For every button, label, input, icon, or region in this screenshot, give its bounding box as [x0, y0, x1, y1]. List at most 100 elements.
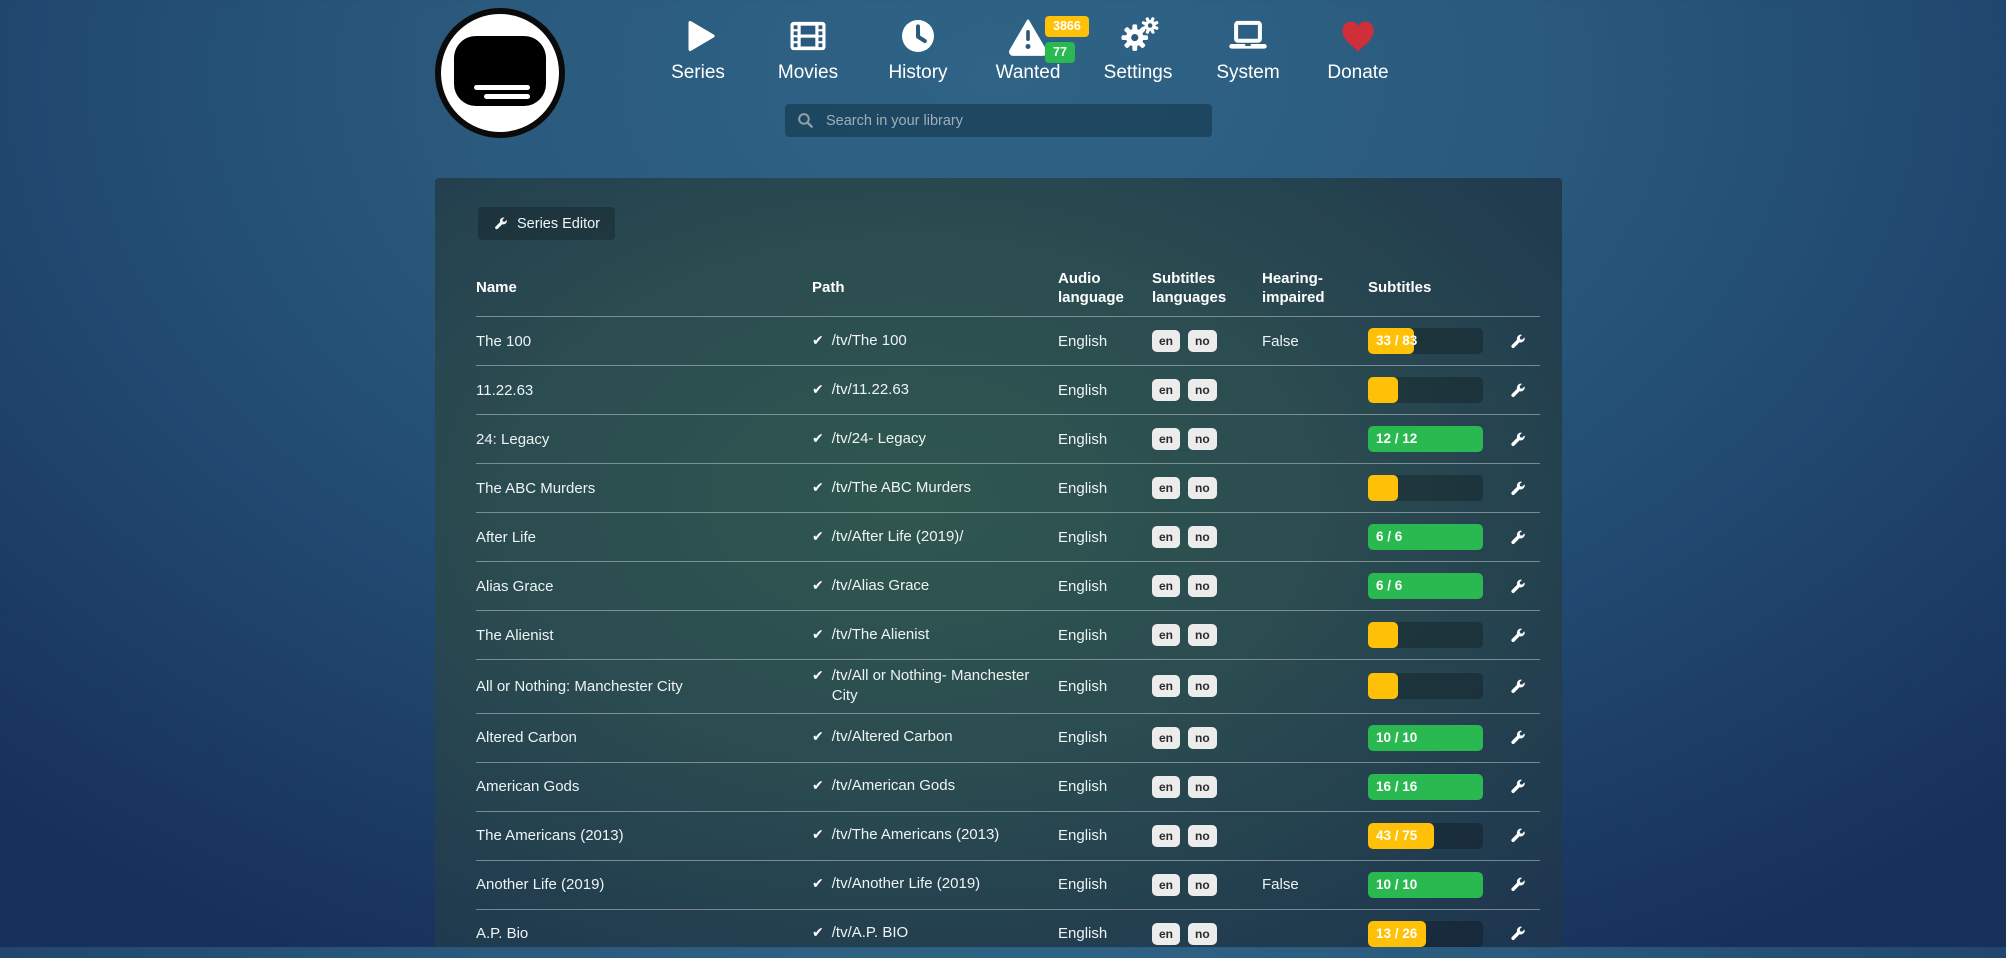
nav-system[interactable]: System: [1193, 12, 1303, 84]
header-audio-language: Audio language: [1058, 269, 1124, 307]
check-icon: ✔: [812, 875, 824, 892]
path-text: /tv/All or Nothing- Manchester City: [831, 667, 1030, 705]
table-row: A.P. Bio ✔ /tv/A.P. BIO English en no 13 …: [476, 908, 1540, 958]
heart-icon: [1338, 12, 1378, 60]
check-icon: ✔: [812, 331, 824, 348]
series-name[interactable]: After Life: [476, 528, 537, 546]
wrench-icon[interactable]: [1509, 876, 1526, 893]
subtitles-progress-fill: [1368, 328, 1414, 354]
tv-screen-icon: [454, 36, 546, 106]
subtitles-progress-bar: 16 / 16: [1368, 773, 1483, 800]
check-icon: ✔: [812, 429, 824, 446]
app-logo[interactable]: [435, 8, 565, 138]
subtitles-languages: en no: [1152, 922, 1262, 945]
subtitles-progress-fill: [1368, 622, 1398, 648]
language-badge: no: [1188, 624, 1217, 646]
subtitles-progress-bar: 6 / 6: [1368, 524, 1483, 550]
series-path: ✔ /tv/A.P. BIO: [812, 917, 1058, 949]
series-name[interactable]: Another Life (2019): [476, 876, 605, 893]
subtitles-progress-bar: [1368, 475, 1483, 501]
wrench-icon: [495, 217, 507, 230]
subtitles-progress-label: 6 / 6: [1376, 578, 1403, 593]
gears-icon: [1117, 12, 1159, 60]
series-name[interactable]: Alias Grace: [476, 577, 554, 595]
subtitles-languages: en no: [1152, 775, 1262, 798]
language-badge: no: [1188, 330, 1217, 352]
wrench-icon[interactable]: [1509, 333, 1526, 350]
nav-settings[interactable]: Settings: [1083, 12, 1193, 84]
wrench-icon[interactable]: [1509, 925, 1526, 942]
wanted-badge-orange: 3866: [1045, 16, 1089, 37]
path-text: /tv/The 100: [831, 331, 907, 349]
series-editor-label: Series Editor: [517, 215, 601, 232]
subtitles-progress-bar: 33 / 83: [1368, 328, 1483, 354]
wrench-icon[interactable]: [1509, 729, 1526, 746]
series-name[interactable]: The ABC Murders: [476, 479, 596, 497]
subtitles-progress-fill: [1368, 920, 1426, 947]
series-name[interactable]: 11.22.63: [476, 381, 534, 399]
table-row: The Alienist ✔ /tv/The Alienist English …: [476, 610, 1540, 659]
language-badge: en: [1152, 379, 1181, 401]
wrench-icon[interactable]: [1509, 480, 1526, 497]
path-text: /tv/The Americans (2013): [831, 826, 1000, 844]
nav-label: System: [1216, 62, 1280, 83]
laptop-icon: [1227, 12, 1269, 60]
subtitles-progress-bar: 6 / 6: [1368, 573, 1483, 599]
table-row: Another Life (2019) ✔ /tv/Another Life (…: [476, 859, 1540, 909]
nav-donate[interactable]: Donate: [1303, 12, 1413, 84]
wrench-icon[interactable]: [1509, 529, 1526, 546]
clock-icon: [898, 12, 938, 60]
nav-movies[interactable]: Movies: [753, 12, 863, 84]
header-path: Path: [812, 279, 845, 297]
check-icon: ✔: [812, 667, 824, 683]
wrench-icon[interactable]: [1509, 627, 1526, 644]
language-badge: en: [1152, 428, 1181, 450]
series-name[interactable]: Altered Carbon: [476, 729, 577, 746]
table-row: All or Nothing: Manchester City ✔ /tv/Al…: [476, 659, 1540, 713]
language-badge: no: [1188, 726, 1217, 749]
table-row: Altered Carbon ✔ /tv/Altered Carbon Engl…: [476, 712, 1540, 762]
nav-wanted[interactable]: Wanted 3866 77: [973, 12, 1089, 84]
nav-label: History: [888, 62, 948, 83]
nav-series[interactable]: Series: [643, 12, 753, 84]
path-text: /tv/A.P. BIO: [831, 924, 909, 942]
table-row: American Gods ✔ /tv/American Gods Englis…: [476, 761, 1540, 811]
series-path: ✔ /tv/11.22.63: [812, 374, 1058, 406]
nav-history[interactable]: History: [863, 12, 973, 84]
subtitles-languages: en no: [1152, 675, 1262, 698]
subtitles-languages: en no: [1152, 526, 1262, 548]
wrench-icon[interactable]: [1509, 431, 1526, 448]
series-name[interactable]: The 100: [476, 332, 532, 350]
check-icon: ✔: [812, 380, 824, 397]
wrench-icon[interactable]: [1509, 678, 1526, 695]
table-row: 24: Legacy ✔ /tv/24- Legacy English en no…: [476, 414, 1540, 463]
series-name[interactable]: A.P. Bio: [476, 925, 529, 942]
wrench-icon[interactable]: [1509, 578, 1526, 595]
check-icon: ✔: [812, 728, 824, 745]
series-name[interactable]: All or Nothing: Manchester City: [476, 677, 683, 695]
audio-language: English: [1058, 430, 1108, 448]
series-name[interactable]: The Americans (2013): [476, 827, 624, 844]
subtitles-progress-label: 13 / 26: [1376, 925, 1418, 941]
main-nav: Series Movies History: [643, 12, 1413, 84]
subtitles-progress-label: 10 / 10: [1376, 729, 1418, 745]
audio-language: English: [1058, 876, 1108, 893]
series-panel: Series Editor Name Path Audio language S…: [435, 178, 1562, 947]
series-name[interactable]: The Alienist: [476, 626, 554, 644]
series-name[interactable]: 24: Legacy: [476, 430, 550, 448]
series-name[interactable]: American Gods: [476, 778, 580, 795]
wrench-icon[interactable]: [1509, 778, 1526, 795]
wrench-icon[interactable]: [1509, 827, 1526, 844]
subtitles-progress-label: 33 / 83: [1376, 333, 1418, 348]
check-icon: ✔: [812, 478, 824, 495]
audio-language: English: [1058, 827, 1108, 844]
wrench-icon[interactable]: [1509, 382, 1526, 399]
series-editor-button[interactable]: Series Editor: [478, 207, 616, 240]
series-path: ✔ /tv/Another Life (2019): [812, 868, 1058, 900]
subtitles-progress-fill: [1368, 377, 1398, 403]
search-input[interactable]: [824, 111, 1200, 130]
audio-language: English: [1058, 381, 1108, 399]
subtitles-languages: en no: [1152, 477, 1262, 499]
check-icon: ✔: [812, 576, 824, 593]
series-path: ✔ /tv/The Alienist: [812, 619, 1058, 651]
